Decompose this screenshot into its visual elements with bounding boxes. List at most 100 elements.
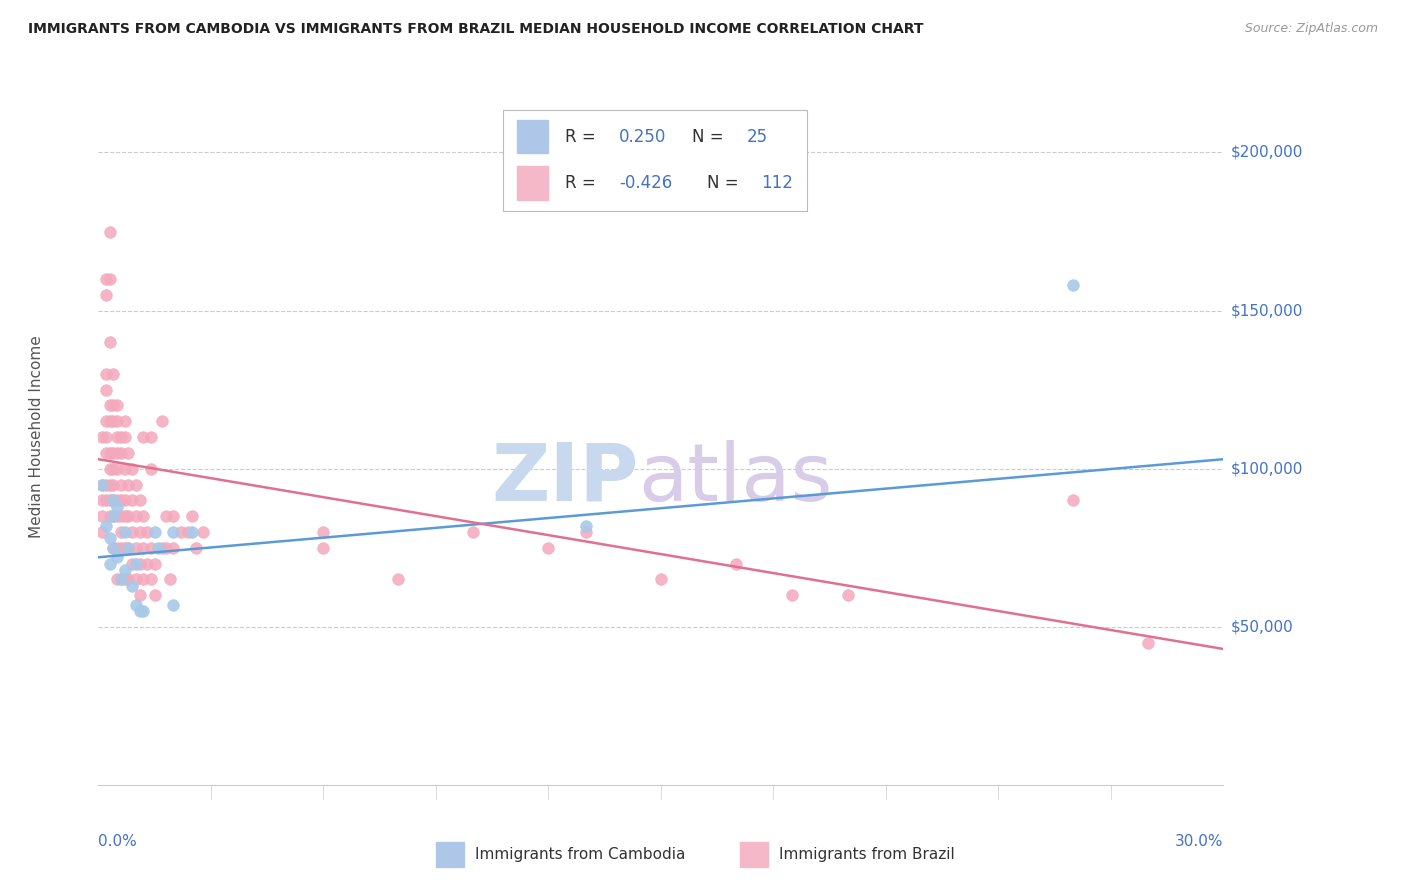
Point: [105, 509, 128, 524]
Point: [139, 461, 162, 475]
Point: [117, 446, 139, 460]
Point: [155, 541, 177, 555]
Point: [114, 493, 136, 508]
Point: [139, 430, 162, 444]
Point: [1062, 493, 1084, 508]
Point: [98, 493, 121, 508]
Point: [103, 414, 125, 428]
Text: N =: N =: [707, 174, 744, 192]
Point: [312, 524, 335, 539]
Point: [105, 430, 128, 444]
Point: [98, 509, 121, 524]
Point: [1137, 635, 1160, 649]
Point: [162, 598, 184, 612]
Point: [94, 518, 117, 533]
Point: [94, 477, 117, 491]
Point: [312, 541, 335, 555]
Point: [117, 573, 139, 587]
Point: [125, 477, 148, 491]
Text: $200,000: $200,000: [1230, 145, 1302, 160]
Point: [128, 588, 150, 602]
Point: [162, 509, 184, 524]
Point: [132, 509, 155, 524]
Text: 0.250: 0.250: [619, 128, 666, 145]
Point: [105, 493, 128, 508]
Point: [110, 573, 132, 587]
Point: [575, 518, 598, 533]
Point: [103, 493, 125, 508]
Point: [136, 557, 159, 571]
Point: [98, 335, 121, 350]
Point: [110, 493, 132, 508]
Point: [132, 430, 155, 444]
Point: [575, 524, 598, 539]
Point: [94, 383, 117, 397]
Point: [143, 524, 166, 539]
Text: $50,000: $50,000: [1230, 619, 1294, 634]
Point: [103, 541, 125, 555]
Point: [103, 541, 125, 555]
Point: [117, 509, 139, 524]
Bar: [436, 842, 464, 867]
Point: [103, 477, 125, 491]
Point: [184, 541, 207, 555]
Point: [193, 524, 215, 539]
Point: [98, 272, 121, 286]
Point: [132, 541, 155, 555]
Point: [121, 524, 143, 539]
Point: [110, 541, 132, 555]
Point: [103, 461, 125, 475]
Point: [121, 493, 143, 508]
Point: [94, 430, 117, 444]
Point: [128, 524, 150, 539]
Point: [91, 509, 114, 524]
Point: [98, 557, 121, 571]
Point: [110, 573, 132, 587]
Bar: [740, 842, 768, 867]
Point: [387, 573, 409, 587]
Point: [94, 272, 117, 286]
Point: [105, 541, 128, 555]
Text: $150,000: $150,000: [1230, 303, 1302, 318]
Point: [159, 573, 181, 587]
Text: Immigrants from Cambodia: Immigrants from Cambodia: [475, 847, 686, 862]
Bar: [517, 120, 548, 153]
Point: [117, 541, 139, 555]
Point: [110, 509, 132, 524]
Point: [105, 399, 128, 413]
Point: [117, 541, 139, 555]
Point: [105, 500, 128, 514]
Text: atlas: atlas: [638, 440, 832, 518]
Point: [150, 541, 173, 555]
Point: [91, 493, 114, 508]
Point: [98, 399, 121, 413]
Point: [125, 541, 148, 555]
Text: Immigrants from Brazil: Immigrants from Brazil: [779, 847, 955, 862]
Point: [114, 430, 136, 444]
Text: 112: 112: [761, 174, 793, 192]
Point: [98, 414, 121, 428]
Point: [1062, 278, 1084, 293]
Text: $100,000: $100,000: [1230, 461, 1302, 476]
Point: [136, 524, 159, 539]
Point: [103, 399, 125, 413]
Point: [98, 531, 121, 545]
Point: [98, 225, 121, 239]
Point: [94, 367, 117, 381]
Point: [114, 414, 136, 428]
Point: [181, 509, 204, 524]
Point: [103, 509, 125, 524]
Point: [105, 446, 128, 460]
Point: [537, 541, 560, 555]
Text: 25: 25: [747, 128, 768, 145]
Text: -0.426: -0.426: [619, 174, 672, 192]
Point: [125, 557, 148, 571]
Point: [105, 550, 128, 565]
Point: [98, 461, 121, 475]
Point: [105, 573, 128, 587]
Point: [463, 524, 485, 539]
Point: [650, 573, 672, 587]
Bar: [517, 167, 548, 200]
Point: [110, 524, 132, 539]
Point: [114, 524, 136, 539]
